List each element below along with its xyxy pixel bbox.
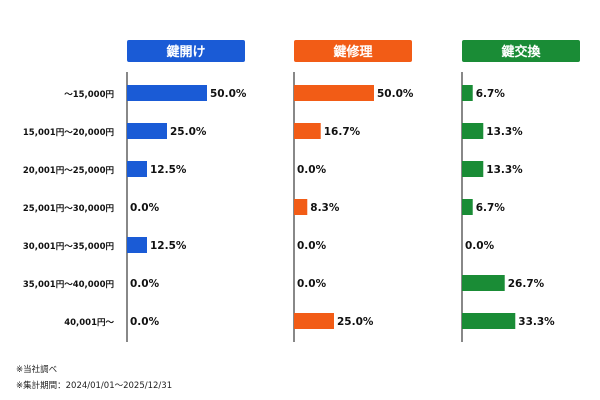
bar bbox=[294, 85, 374, 101]
data-label: 25.0% bbox=[337, 316, 374, 328]
bar bbox=[294, 313, 334, 329]
category-label: 20,001円～25,000円 bbox=[23, 166, 114, 176]
data-label: 0.0% bbox=[130, 278, 160, 290]
series-header bbox=[294, 40, 412, 62]
category-label: 15,001円～20,000円 bbox=[23, 128, 114, 138]
bar bbox=[462, 161, 484, 177]
category-label: 30,001円～35,000円 bbox=[23, 242, 114, 252]
data-label: 6.7% bbox=[476, 88, 506, 100]
category-label: 40,001円～ bbox=[64, 318, 114, 328]
bar bbox=[462, 275, 505, 291]
data-label: 13.3% bbox=[486, 126, 523, 138]
category-label: 35,001円～40,000円 bbox=[23, 280, 114, 290]
category-label: ～15,000円 bbox=[64, 90, 114, 100]
data-label: 12.5% bbox=[150, 164, 187, 176]
bar bbox=[462, 123, 484, 139]
data-label: 16.7% bbox=[324, 126, 361, 138]
data-label: 0.0% bbox=[130, 202, 160, 214]
bar bbox=[462, 313, 516, 329]
data-label: 8.3% bbox=[310, 202, 340, 214]
series-header bbox=[462, 40, 580, 62]
category-label: 25,001円～30,000円 bbox=[23, 204, 114, 214]
footnote-source: ※当社調べ bbox=[16, 365, 58, 375]
data-label: 6.7% bbox=[476, 202, 506, 214]
series-header-label: 鍵交換 bbox=[501, 44, 541, 60]
data-label: 0.0% bbox=[465, 240, 495, 252]
data-label: 0.0% bbox=[297, 164, 327, 176]
data-label: 25.0% bbox=[170, 126, 207, 138]
footnote-period: ※集計期間：2024/01/01～2025/12/31 bbox=[16, 381, 173, 391]
data-label: 0.0% bbox=[297, 240, 327, 252]
bar bbox=[127, 85, 207, 101]
series-header bbox=[127, 40, 245, 62]
bar bbox=[294, 199, 308, 215]
bar bbox=[127, 161, 147, 177]
bar bbox=[462, 199, 473, 215]
bar bbox=[127, 237, 147, 253]
data-label: 12.5% bbox=[150, 240, 187, 252]
bar bbox=[294, 123, 321, 139]
data-label: 0.0% bbox=[297, 278, 327, 290]
series-header-label: 鍵開け bbox=[166, 44, 205, 60]
data-label: 50.0% bbox=[377, 88, 414, 100]
data-label: 50.0% bbox=[210, 88, 247, 100]
bar bbox=[127, 123, 167, 139]
bar bbox=[462, 85, 473, 101]
footnotes: ※当社調べ ※集計期間：2024/01/01～2025/12/31 bbox=[16, 362, 172, 394]
series-header-label: 鍵修理 bbox=[333, 44, 372, 60]
data-label: 33.3% bbox=[518, 316, 555, 328]
data-label: 26.7% bbox=[508, 278, 545, 290]
data-label: 13.3% bbox=[486, 164, 523, 176]
data-label: 0.0% bbox=[130, 316, 160, 328]
